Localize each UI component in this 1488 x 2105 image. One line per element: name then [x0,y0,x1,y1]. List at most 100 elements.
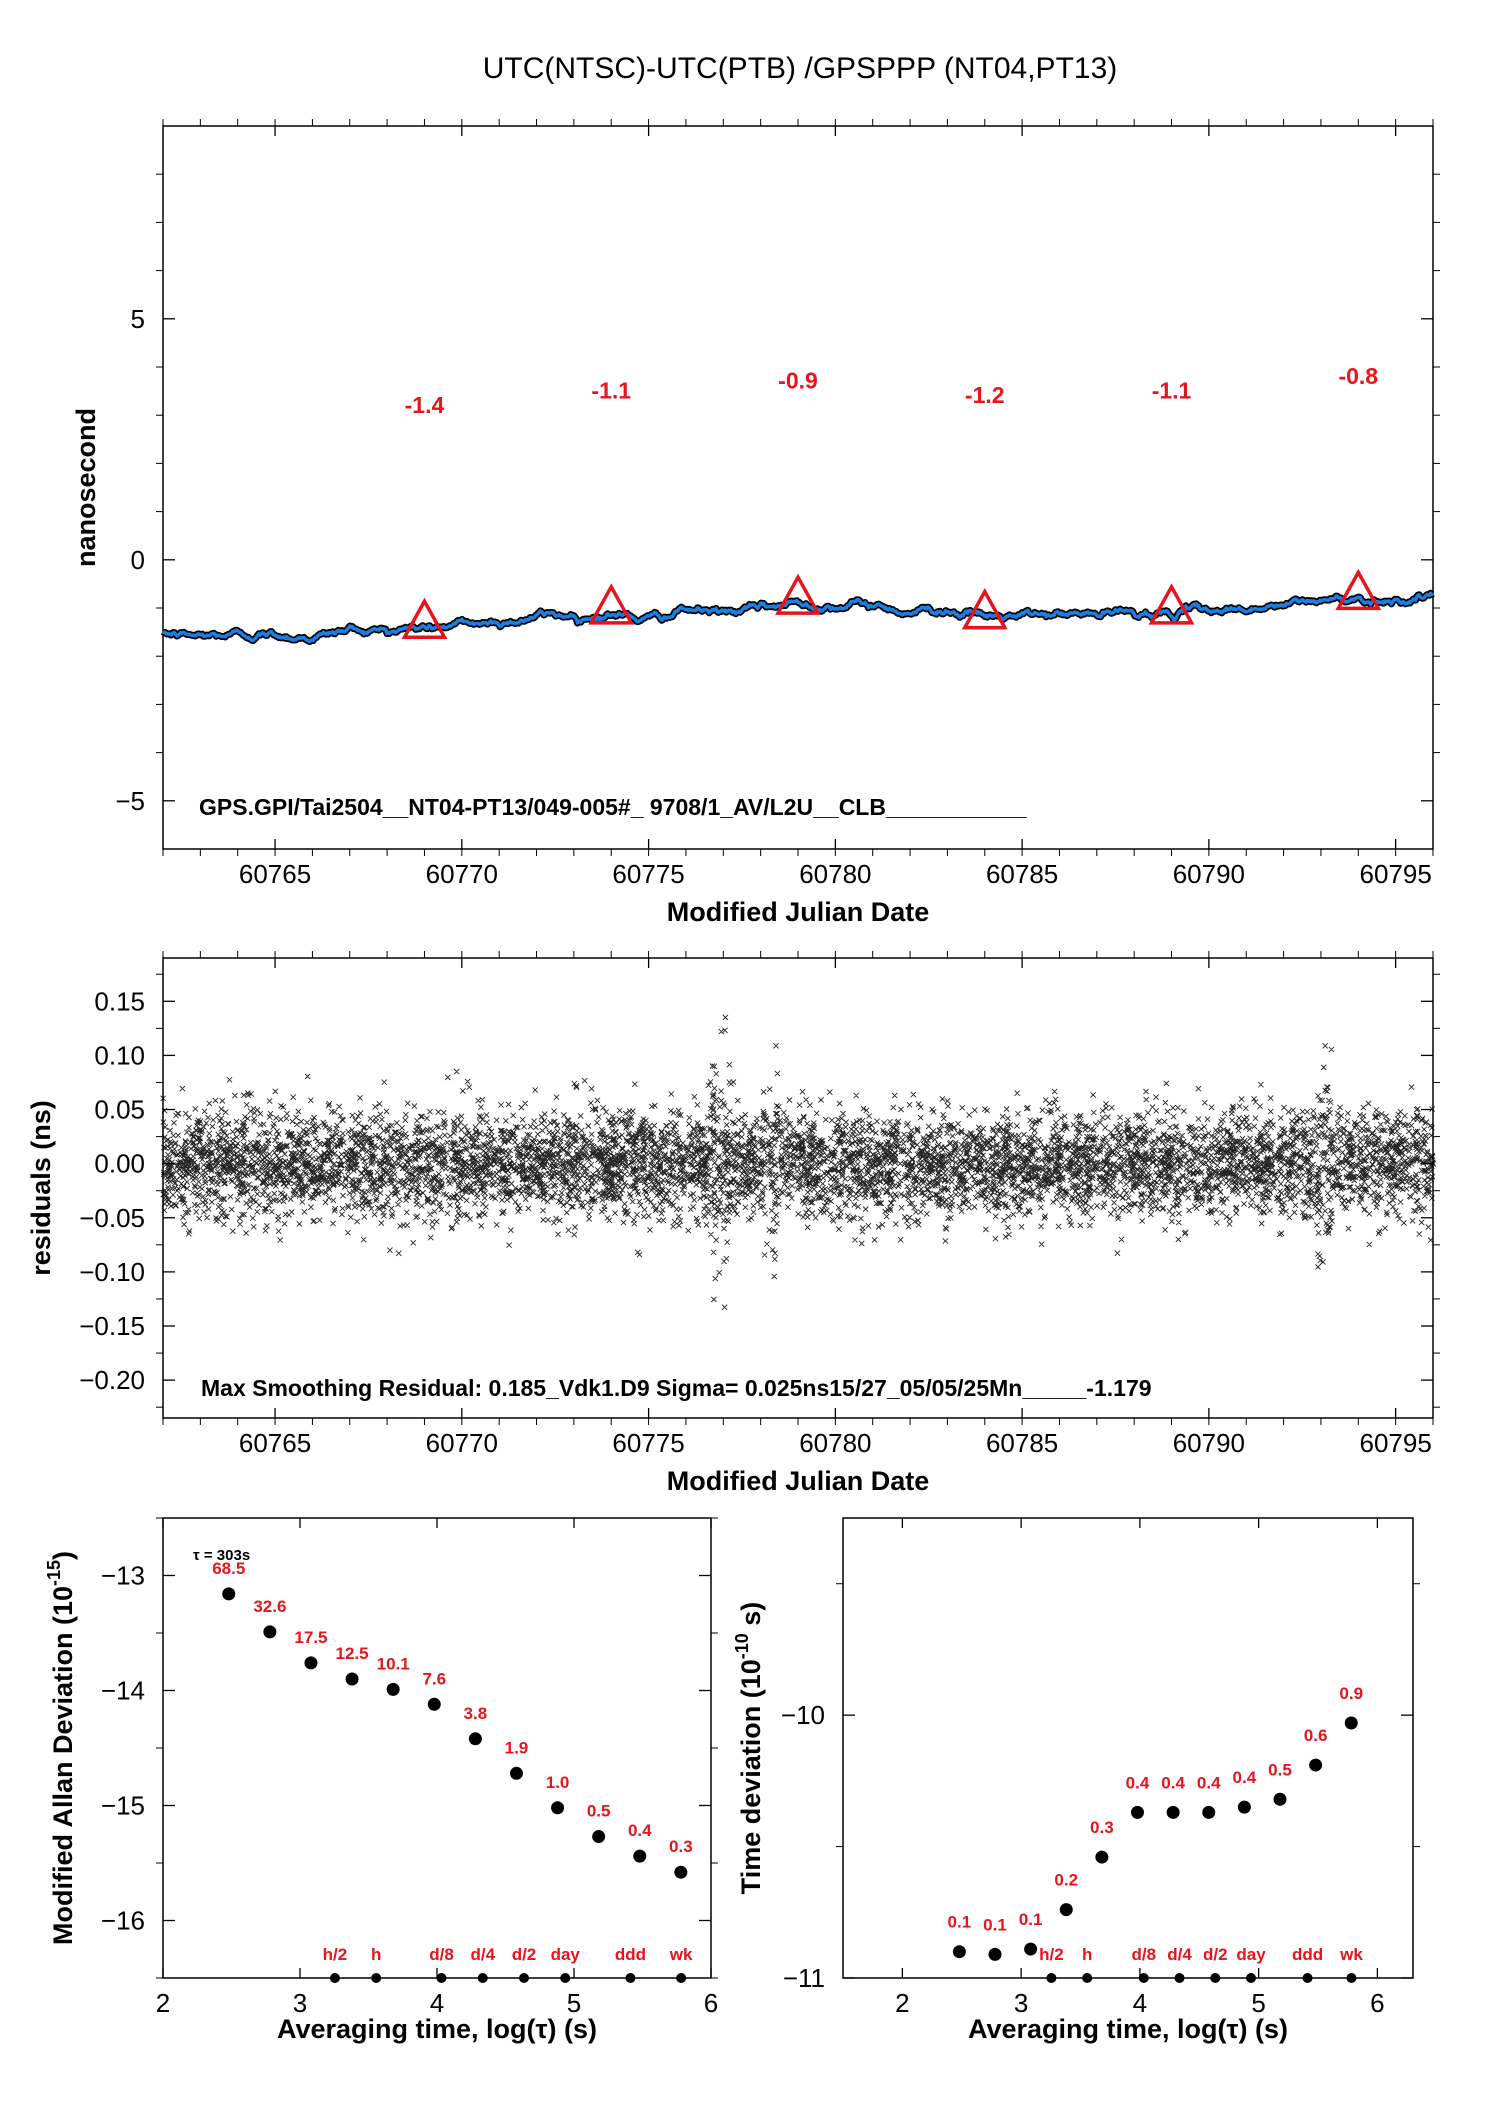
y-axis-title-main: Time deviation (10 [736,1659,766,1894]
data-label: 0.3 [1090,1818,1114,1837]
mdev-panel: 2 3 4 5 6 −16 −15 −14 −13 Averaging time, log(τ) … [44,1517,718,2044]
tau-note: τ = 303s [193,1547,250,1564]
data-point [988,1947,1002,1961]
marker-label: -1.1 [591,377,631,403]
marker-label: -0.8 [1338,363,1378,389]
x-tick-label: 60790 [1173,859,1245,889]
marker-label: -1.2 [965,382,1005,408]
data-point [1344,1716,1358,1730]
marker-triangle [1148,583,1195,625]
x-tick-label: 60765 [239,1428,311,1458]
timescale-marker [436,1973,447,1983]
y-axis-title-tail: ) [48,1551,78,1560]
timescale-label: d/8 [1132,1945,1157,1964]
annotation-text: GPS.GPI/Tai2504__NT04-PT13/049-005#_ 970… [199,794,1027,820]
chart-title: UTC(NTSC)-UTC(PTB) /GPSPPP (NT04,PT13) [483,52,1118,85]
timescale-marker [1246,1973,1257,1983]
residual-points [160,1014,1436,1311]
x-tick-label: 60765 [239,859,311,889]
y-axis-title-exponent: -10 [732,1633,752,1659]
tdev-panel: 2 3 4 5 6 −11 −10 Averaging time, log(τ) (s) Tim… [732,1517,1420,2044]
y-axis-title: nanosecond [71,408,101,567]
data-point [1202,1805,1216,1819]
marker-triangle [961,588,1008,630]
x-tick-label: 60775 [612,859,684,889]
data-label: 0.9 [1339,1684,1363,1703]
data-point [1059,1903,1073,1917]
y-tick-label: −13 [101,1561,145,1591]
data-point [592,1830,606,1844]
marker-triangle [775,573,821,615]
marker-triangle [401,597,448,640]
y-tick-label: −0.15 [79,1311,145,1341]
x-tick-label: 60775 [612,1428,684,1458]
x-tick-label: 3 [293,1988,307,2018]
x-tick-label: 60785 [986,859,1058,889]
timescale-marker [477,1973,488,1983]
annotation-text: Max Smoothing Residual: 0.185_Vdk1.D9 Si… [201,1375,1152,1401]
data-point [468,1732,482,1746]
data-point [1309,1758,1323,1772]
data-label: 12.5 [336,1644,369,1663]
y-axis-title: residuals (ns) [26,1100,56,1276]
data-label: 0.4 [1126,1773,1150,1792]
y-tick-label: 0 [131,545,145,575]
timescale-marker [1082,1973,1093,1983]
timescale-label: d/2 [1203,1945,1228,1964]
y-axis-title-main: Modified Allan Deviation (10 [48,1586,78,1945]
x-tick-label: 4 [1133,1988,1147,2018]
x-tick-label: 2 [895,1988,909,2018]
x-tick-label: 6 [1370,1988,1384,2018]
data-label: 0.3 [669,1837,693,1856]
y-axis-title-main: residuals (ns) [26,1100,56,1276]
data-point [551,1801,565,1815]
x-axis-title: Modified Julian Date [667,897,930,927]
timescale-marker [371,1973,382,1983]
x-tick-label: 6 [704,1988,718,2018]
y-tick-label: −0.10 [79,1257,145,1287]
data-point [345,1672,359,1686]
timescale-marker [518,1973,529,1983]
timescale-marker [1046,1973,1057,1983]
x-axis-title: Averaging time, log(τ) (s) [968,2014,1288,2044]
data-label: 0.5 [1268,1760,1292,1779]
x-tick-label: 5 [567,1988,581,2018]
residuals-panel: 60765 60770 60775 60780 60785 60790 60795 −0.20… [26,951,1440,1496]
y-axis-title: Modified Allan Deviation (10-15) [44,1551,78,1945]
timescale-label: d/4 [1167,1945,1192,1964]
data-point [1166,1805,1180,1819]
y-tick-label: 5 [131,304,145,334]
marker-triangle [1335,568,1382,611]
timescale-label: wk [1339,1945,1363,1964]
data-point [1131,1805,1144,1819]
data-point [674,1865,688,1879]
timescale-marker [1302,1973,1313,1983]
x-tick-label: 60780 [799,859,871,889]
x-tick-label: 3 [1014,1988,1028,2018]
plot-frame [842,1517,1414,1979]
x-tick-label: 4 [430,1988,444,2018]
timescale-marker [329,1973,340,1983]
marker-label: -1.1 [1152,377,1192,403]
timescale-marker [676,1973,687,1983]
data-point [509,1766,523,1780]
timescale-label: ddd [1292,1945,1323,1964]
timescale-marker [1138,1973,1149,1983]
timescale-marker [1174,1973,1185,1983]
x-tick-label: 2 [156,1988,170,2018]
timescale-label: wk [669,1945,693,1964]
x-axis-title: Modified Julian Date [667,1466,930,1496]
data-label: 0.4 [1161,1773,1185,1792]
plot-frame [162,125,1434,850]
x-tick-label: 60770 [426,859,498,889]
plot-frame [162,1517,712,1979]
marker-triangle [588,583,635,625]
y-tick-label: −15 [101,1791,145,1821]
data-point [633,1849,647,1863]
data-point [1237,1800,1251,1814]
timescale-marker [625,1973,636,1983]
data-point [304,1656,318,1670]
y-tick-label: −5 [115,786,145,816]
y-tick-label: 0.00 [94,1149,145,1179]
